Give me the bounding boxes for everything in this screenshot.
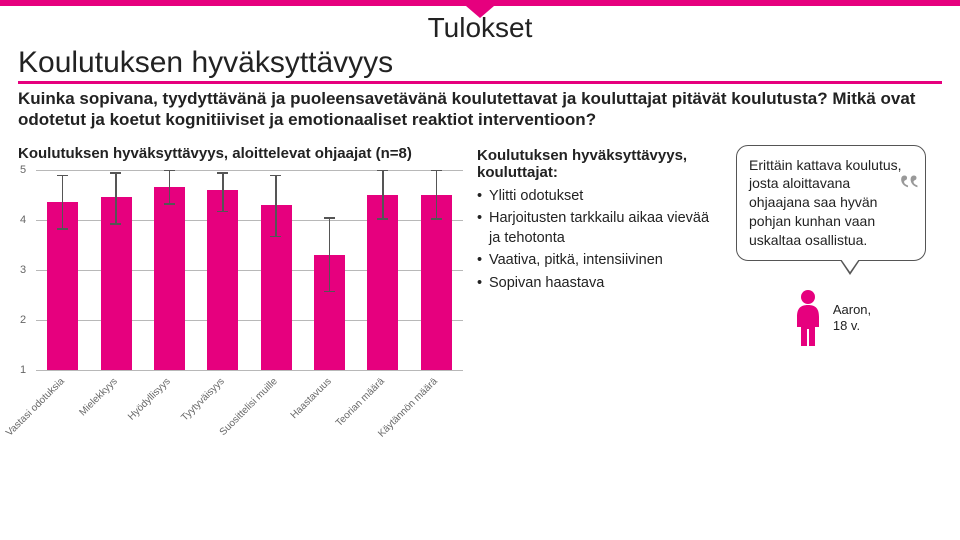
- gridline: [36, 370, 463, 371]
- error-bar: [62, 175, 64, 230]
- y-tick-label: 3: [20, 264, 26, 276]
- bullet-item: Harjoitusten tarkkailu aikaa vievää ja t…: [477, 209, 717, 248]
- y-tick-label: 1: [20, 364, 26, 376]
- quote-name: Aaron,: [833, 302, 871, 317]
- bar: [207, 190, 238, 370]
- bullet-item: Vaativa, pitkä, intensiivinen: [477, 251, 717, 271]
- error-bar: [115, 172, 117, 225]
- error-bar: [222, 172, 224, 212]
- error-bar: [275, 175, 277, 238]
- bar: [367, 195, 398, 370]
- chart-column: Koulutuksen hyväksyttävyys, aloittelevat…: [18, 145, 463, 420]
- gridline: [36, 170, 463, 171]
- bar: [421, 195, 452, 370]
- chart-title: Koulutuksen hyväksyttävyys, aloittelevat…: [18, 145, 463, 162]
- top-stripe: [0, 0, 960, 6]
- textblock-title: Koulutuksen hyväksyttävyys, kouluttajat:: [477, 147, 717, 181]
- y-tick-label: 4: [20, 214, 26, 226]
- bullet-item: Ylitti odotukset: [477, 187, 717, 207]
- x-tick-label: Käytännön määrä: [376, 376, 440, 440]
- y-tick-label: 2: [20, 314, 26, 326]
- speech-bubble: „ Erittäin kattava koulutus, josta aloit…: [736, 145, 926, 261]
- question-text: Kuinka sopivana, tyydyttävänä ja puoleen…: [18, 88, 942, 131]
- x-tick-label: Vastasi odotuksia: [4, 376, 67, 439]
- bullets-list: Ylitti odotuksetHarjoitusten tarkkailu a…: [477, 187, 717, 294]
- x-tick-label: Hyödyllisyys: [127, 376, 174, 423]
- x-tick-label: Haastavuus: [288, 376, 333, 421]
- x-tick-label: Mielekkyys: [77, 376, 119, 418]
- error-bar: [329, 217, 331, 292]
- quote-column: „ Erittäin kattava koulutus, josta aloit…: [731, 145, 931, 420]
- quote-attribution: Aaron, 18 v.: [833, 302, 871, 333]
- x-tick-label: Suosittelisi muille: [218, 376, 280, 438]
- error-bar: [169, 170, 171, 205]
- subtitle: Koulutuksen hyväksyttävyys: [18, 46, 942, 84]
- quote-icon: „: [899, 142, 919, 188]
- error-bar: [382, 170, 384, 220]
- y-tick-label: 5: [20, 164, 26, 176]
- text-column: Koulutuksen hyväksyttävyys, kouluttajat:…: [477, 145, 717, 420]
- quote-text: Erittäin kattava koulutus, josta aloitta…: [749, 157, 902, 249]
- quote-age: 18 v.: [833, 318, 860, 333]
- x-tick-label: Tyytyväisyys: [179, 376, 226, 423]
- bullet-item: Sopivan haastava: [477, 274, 717, 294]
- bar-chart: 12345 Vastasi odotuksiaMielekkyysHyödyll…: [18, 170, 463, 420]
- bar: [154, 187, 185, 370]
- x-tick-label: Teorian määrä: [334, 376, 387, 429]
- error-bar: [436, 170, 438, 220]
- person-icon: [791, 289, 825, 347]
